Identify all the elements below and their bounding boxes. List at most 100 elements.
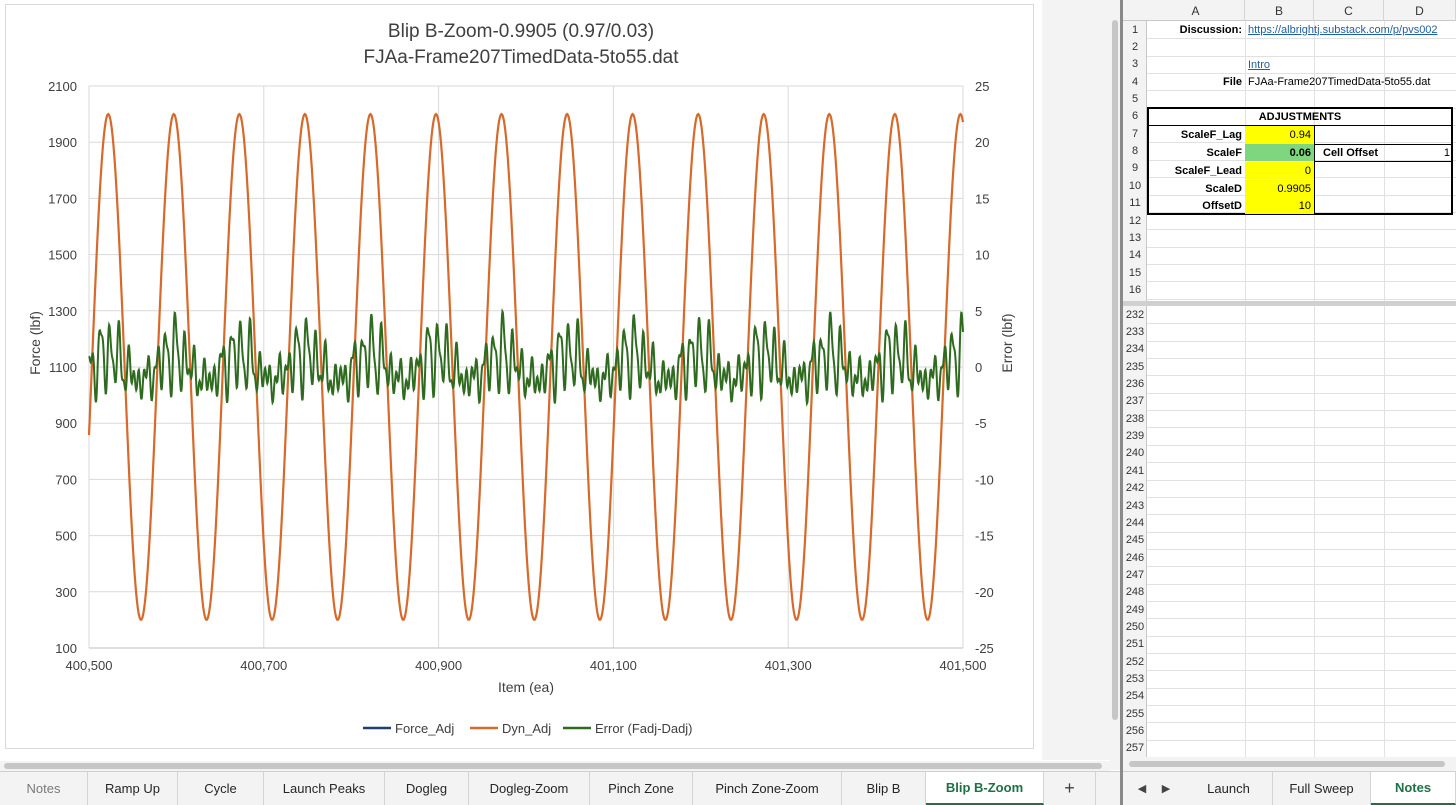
- cell-offset-value[interactable]: 1: [1443, 146, 1450, 159]
- offsetd-label[interactable]: OffsetD: [1202, 199, 1242, 212]
- row-header[interactable]: 10: [1128, 179, 1142, 192]
- row-header[interactable]: 243: [1125, 499, 1145, 512]
- x-tick-label: 401,300: [765, 658, 812, 673]
- row-header[interactable]: 3: [1131, 58, 1139, 71]
- tab-launch[interactable]: Launch: [1185, 772, 1273, 805]
- tab-blip-b[interactable]: Blip B: [842, 772, 926, 805]
- row-header[interactable]: 233: [1125, 326, 1145, 339]
- row-header[interactable]: 4: [1131, 75, 1139, 88]
- scaled-value[interactable]: 0.9905: [1245, 180, 1314, 197]
- vertical-scrollbar-left[interactable]: [1110, 0, 1120, 770]
- row-header[interactable]: 242: [1125, 482, 1145, 495]
- scrollbar-thumb[interactable]: [1112, 20, 1118, 720]
- horizontal-scrollbar-right[interactable]: [1123, 757, 1456, 771]
- row-header[interactable]: 240: [1125, 447, 1145, 460]
- tab-full-sweep[interactable]: Full Sweep: [1273, 772, 1371, 805]
- row-header[interactable]: 247: [1125, 568, 1145, 581]
- tab-pinch-zone[interactable]: Pinch Zone: [590, 772, 693, 805]
- prev-sheet-arrow-icon[interactable]: ◀: [1137, 783, 1147, 795]
- row-header[interactable]: 238: [1125, 412, 1145, 425]
- tab-ramp-up[interactable]: Ramp Up: [88, 772, 178, 805]
- row-header[interactable]: 239: [1125, 430, 1145, 443]
- row-header[interactable]: 2: [1131, 41, 1139, 54]
- row-header[interactable]: 14: [1128, 249, 1142, 262]
- row-header[interactable]: 235: [1125, 360, 1145, 373]
- x-tick-label: 400,900: [415, 658, 462, 673]
- row-gridline: [1147, 427, 1456, 429]
- row-header[interactable]: 234: [1125, 343, 1145, 356]
- row-header[interactable]: 241: [1125, 464, 1145, 477]
- next-sheet-arrow-icon[interactable]: ▶: [1161, 783, 1171, 795]
- offsetd-value[interactable]: 10: [1245, 197, 1314, 214]
- row-header[interactable]: 250: [1125, 620, 1145, 633]
- row-header[interactable]: 256: [1125, 725, 1145, 738]
- scalef-label[interactable]: ScaleF: [1206, 146, 1242, 159]
- row-header[interactable]: 257: [1125, 742, 1145, 755]
- column-header-a[interactable]: A: [1147, 0, 1245, 21]
- freeze-panes-split[interactable]: [1123, 301, 1456, 306]
- chart-legend[interactable]: Force_Adj Dyn_Adj Error (Fadj-Dadj): [363, 721, 693, 736]
- right-tick-label: 10: [975, 248, 989, 263]
- cell-b4[interactable]: FJAa-Frame207TimedData-5to55.dat: [1248, 75, 1431, 88]
- row-header[interactable]: 237: [1125, 395, 1145, 408]
- window-split-divider[interactable]: [1120, 0, 1123, 805]
- row-header[interactable]: 9: [1131, 162, 1139, 175]
- column-gridline: [1245, 21, 1246, 757]
- tab-blip-b-zoom[interactable]: Blip B-Zoom: [926, 772, 1044, 805]
- scalef-value[interactable]: 0.06: [1245, 144, 1314, 161]
- add-sheet-button[interactable]: +: [1044, 772, 1096, 805]
- tab-dogleg[interactable]: Dogleg: [385, 772, 469, 805]
- row-header[interactable]: 249: [1125, 603, 1145, 616]
- row-header[interactable]: 1: [1131, 23, 1139, 36]
- row-header[interactable]: 232: [1125, 308, 1145, 321]
- column-header-c[interactable]: C: [1314, 0, 1384, 21]
- row-header[interactable]: 244: [1125, 516, 1145, 529]
- row-header[interactable]: 245: [1125, 534, 1145, 547]
- left-tick-label: 1500: [48, 248, 77, 263]
- row-header[interactable]: 15: [1128, 266, 1142, 279]
- scrollbar-thumb[interactable]: [1129, 761, 1445, 767]
- row-header[interactable]: 13: [1128, 231, 1142, 244]
- row-header[interactable]: 246: [1125, 551, 1145, 564]
- scalef-lead-label[interactable]: ScaleF_Lead: [1174, 164, 1242, 177]
- tab-cycle[interactable]: Cycle: [178, 772, 264, 805]
- cell-a1[interactable]: Discussion:: [1179, 23, 1242, 36]
- tab-pinch-zone-zoom[interactable]: Pinch Zone-Zoom: [693, 772, 842, 805]
- scalef-lag-value[interactable]: 0.94: [1245, 126, 1314, 144]
- row-header[interactable]: 253: [1125, 673, 1145, 686]
- row-header[interactable]: 6: [1131, 110, 1139, 123]
- tab-dogleg-zoom[interactable]: Dogleg-Zoom: [469, 772, 590, 805]
- column-header-d[interactable]: D: [1384, 0, 1456, 21]
- series-dyn-adj: [87, 112, 965, 621]
- row-header[interactable]: 254: [1125, 690, 1145, 703]
- scalef-lag-label[interactable]: ScaleF_Lag: [1180, 128, 1242, 141]
- row-header[interactable]: 248: [1125, 586, 1145, 599]
- scrollbar-thumb[interactable]: [4, 763, 1102, 769]
- row-header[interactable]: 255: [1125, 707, 1145, 720]
- row-header[interactable]: 252: [1125, 655, 1145, 668]
- tab-notes[interactable]: Notes: [0, 772, 88, 805]
- discussion-link[interactable]: https://albrightj.substack.com/p/pvs002: [1248, 23, 1438, 36]
- horizontal-scrollbar-left[interactable]: [0, 761, 1110, 771]
- row-header[interactable]: 251: [1125, 638, 1145, 651]
- tab-launch-peaks[interactable]: Launch Peaks: [264, 772, 385, 805]
- row-header[interactable]: 5: [1131, 93, 1139, 106]
- row-header[interactable]: 8: [1131, 145, 1139, 158]
- column-header-b[interactable]: B: [1245, 0, 1314, 21]
- adjustments-header[interactable]: ADJUSTMENTS: [1258, 110, 1342, 123]
- scalef-lead-value[interactable]: 0: [1245, 162, 1314, 179]
- row-header[interactable]: 236: [1125, 378, 1145, 391]
- row-header[interactable]: 16: [1128, 283, 1142, 296]
- row-header[interactable]: 7: [1131, 127, 1139, 140]
- left-tick-label: 500: [55, 529, 77, 544]
- row-header[interactable]: 12: [1128, 214, 1142, 227]
- row-header[interactable]: 11: [1129, 197, 1141, 210]
- chart-area[interactable]: 100 300 500 700 900 1100 1300 1500 1700 1900 2100-…: [5, 4, 1034, 749]
- row-gridline: [1147, 635, 1456, 637]
- scaled-label[interactable]: ScaleD: [1205, 182, 1242, 195]
- cell-offset-label[interactable]: Cell Offset: [1323, 146, 1379, 159]
- cell-a4[interactable]: File: [1223, 75, 1242, 88]
- chart-gridlines: [88, 85, 964, 649]
- tab-notes-right[interactable]: Notes: [1371, 772, 1456, 805]
- intro-link[interactable]: Intro: [1248, 58, 1271, 71]
